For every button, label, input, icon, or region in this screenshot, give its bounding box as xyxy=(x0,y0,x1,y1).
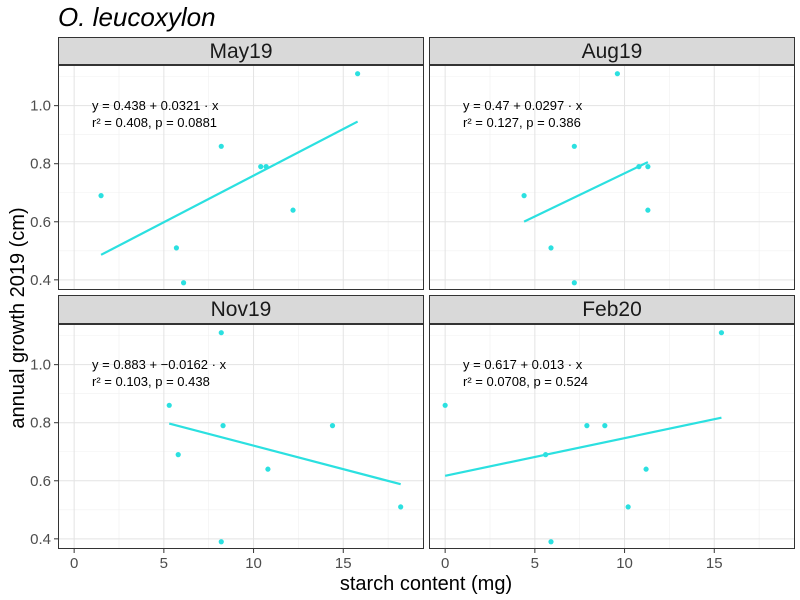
facet-strip xyxy=(429,37,795,65)
y-tick-label: 0.4 xyxy=(30,272,51,289)
data-point xyxy=(614,71,620,77)
y-tick-labels: 0.4 0.6 0.8 1.0 0.4 0.6 0.8 1.0 xyxy=(30,98,58,548)
data-point xyxy=(543,452,549,458)
panels-group: May19 y = 0.438 + 0.0321 · x r² = 0.408, p… xyxy=(58,37,795,549)
facet-strip xyxy=(58,295,424,324)
data-point xyxy=(218,539,224,545)
panel-border xyxy=(429,324,795,549)
panel-nov19: Nov19 y = 0.883 + −0.0162 · x r² = 0.103, … xyxy=(58,295,424,549)
data-point xyxy=(548,245,554,251)
y-tick-label: 0.8 xyxy=(30,415,51,432)
data-point xyxy=(180,280,187,286)
facet-label: Nov19 xyxy=(211,298,272,321)
data-point xyxy=(571,280,577,286)
data-point xyxy=(265,466,271,472)
y-tick-label: 0.4 xyxy=(30,531,51,548)
data-point xyxy=(571,143,577,149)
data-point xyxy=(718,330,725,336)
data-point xyxy=(584,423,590,429)
regression-stats: r² = 0.408, p = 0.0881 xyxy=(92,115,217,130)
panel-feb20: Feb20 y = 0.617 + 0.013 · x r² = 0.0708, p… xyxy=(429,295,795,549)
data-point xyxy=(625,504,631,510)
data-point xyxy=(175,452,181,458)
facet-label: Feb20 xyxy=(582,298,642,321)
x-tick-label: 5 xyxy=(531,555,539,572)
x-tick-label: 10 xyxy=(245,555,262,572)
data-point xyxy=(636,164,642,170)
regression-line xyxy=(168,422,401,486)
data-point xyxy=(258,164,264,170)
data-point xyxy=(602,423,608,429)
regression-stats: r² = 0.103, p = 0.438 xyxy=(92,374,210,389)
y-tick-label: 0.6 xyxy=(30,473,51,490)
data-point xyxy=(645,164,651,170)
data-point xyxy=(263,164,269,170)
regression-equation: y = 0.47 + 0.0297 · x xyxy=(463,98,583,113)
x-tick-label: 0 xyxy=(441,555,449,572)
facet-strip xyxy=(429,295,795,324)
x-tick-label: 10 xyxy=(616,555,633,572)
facet-strip xyxy=(58,37,424,65)
data-point xyxy=(218,330,224,336)
panel-border xyxy=(58,65,424,290)
x-tick-labels: 0 5 10 15 0 5 10 15 xyxy=(70,549,723,572)
regression-stats: r² = 0.0708, p = 0.524 xyxy=(463,374,588,389)
data-point xyxy=(645,207,651,213)
facet-label: Aug19 xyxy=(582,40,643,63)
regression-line xyxy=(100,120,359,256)
facet-label: May19 xyxy=(209,40,272,63)
regression-equation: y = 0.883 + −0.0162 · x xyxy=(92,357,227,372)
x-tick-label: 15 xyxy=(706,555,723,572)
chart-title: O. leucoxylon xyxy=(58,2,216,32)
data-point xyxy=(398,504,404,510)
data-point xyxy=(220,423,226,429)
data-point xyxy=(290,207,296,213)
panel-border xyxy=(58,324,424,549)
x-axis-title: starch content (mg) xyxy=(340,573,512,595)
data-point xyxy=(173,245,180,251)
x-tick-label: 5 xyxy=(160,555,168,572)
panel-aug19: Aug19 y = 0.47 + 0.0297 · x r² = 0.127, p … xyxy=(429,37,795,290)
panel-border xyxy=(429,65,795,290)
regression-stats: r² = 0.127, p = 0.386 xyxy=(463,115,581,130)
data-point xyxy=(218,143,224,149)
data-point xyxy=(521,193,527,199)
regression-line xyxy=(523,161,649,223)
y-axis-title: annual growth 2019 (cm) xyxy=(7,207,29,428)
y-tick-label: 0.6 xyxy=(30,214,51,231)
data-point xyxy=(548,539,554,545)
y-tick-label: 0.8 xyxy=(30,156,51,173)
panel-may19: May19 y = 0.438 + 0.0321 · x r² = 0.408, p… xyxy=(58,37,424,290)
regression-equation: y = 0.617 + 0.013 · x xyxy=(463,357,583,372)
x-tick-label: 15 xyxy=(335,555,352,572)
y-tick-label: 1.0 xyxy=(30,98,51,115)
y-tick-label: 1.0 xyxy=(30,357,51,374)
x-tick-label: 0 xyxy=(70,555,78,572)
data-point xyxy=(643,466,649,472)
data-point xyxy=(329,423,336,429)
data-point xyxy=(166,402,172,408)
data-point xyxy=(442,402,448,408)
regression-equation: y = 0.438 + 0.0321 · x xyxy=(92,98,219,113)
data-point xyxy=(98,193,104,199)
regression-line xyxy=(444,416,722,477)
data-point xyxy=(355,71,361,77)
